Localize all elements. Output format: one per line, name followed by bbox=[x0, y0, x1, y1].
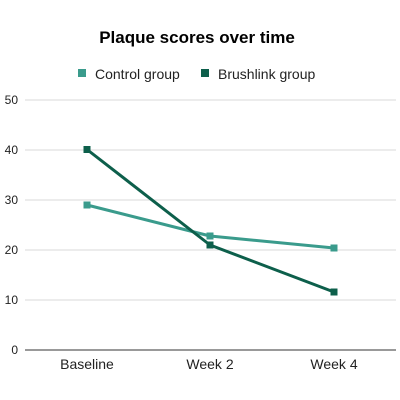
legend: Control group Brushlink group bbox=[78, 66, 315, 82]
x-tick-label: Week 4 bbox=[310, 356, 357, 372]
y-axis-tick-labels: 0 10 20 30 40 50 bbox=[5, 93, 19, 357]
data-point bbox=[330, 288, 338, 296]
data-point bbox=[206, 241, 214, 249]
data-point bbox=[206, 232, 214, 240]
series bbox=[83, 146, 338, 296]
x-tick-label: Week 2 bbox=[186, 356, 233, 372]
y-tick-label: 10 bbox=[5, 293, 19, 307]
data-point bbox=[83, 146, 91, 153]
data-point bbox=[330, 244, 338, 252]
chart-title: Plaque scores over time bbox=[99, 28, 295, 47]
legend-swatch-brushlink bbox=[201, 69, 209, 77]
y-tick-label: 0 bbox=[11, 343, 18, 357]
y-tick-label: 50 bbox=[5, 93, 19, 107]
x-axis-tick-labels: Baseline Week 2 Week 4 bbox=[60, 356, 358, 372]
gridlines bbox=[25, 99, 396, 301]
legend-label-control: Control group bbox=[95, 66, 180, 82]
data-point bbox=[83, 201, 91, 209]
y-tick-label: 30 bbox=[5, 193, 19, 207]
legend-swatch-control bbox=[78, 69, 86, 77]
series-line-1 bbox=[86, 148, 335, 294]
y-tick-label: 40 bbox=[5, 143, 19, 157]
x-tick-label: Baseline bbox=[60, 356, 114, 372]
legend-label-brushlink: Brushlink group bbox=[218, 66, 315, 82]
y-tick-label: 20 bbox=[5, 243, 19, 257]
